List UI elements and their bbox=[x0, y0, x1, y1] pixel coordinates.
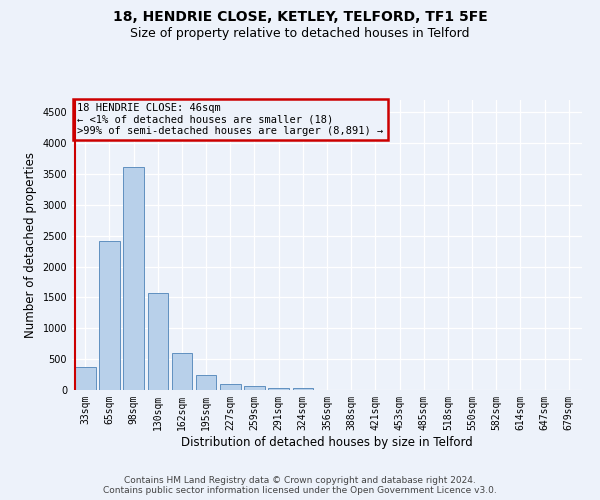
Y-axis label: Number of detached properties: Number of detached properties bbox=[24, 152, 37, 338]
Text: Size of property relative to detached houses in Telford: Size of property relative to detached ho… bbox=[130, 28, 470, 40]
Text: 18 HENDRIE CLOSE: 46sqm
← <1% of detached houses are smaller (18)
>99% of semi-d: 18 HENDRIE CLOSE: 46sqm ← <1% of detache… bbox=[77, 103, 383, 136]
Text: 18, HENDRIE CLOSE, KETLEY, TELFORD, TF1 5FE: 18, HENDRIE CLOSE, KETLEY, TELFORD, TF1 … bbox=[113, 10, 487, 24]
Bar bbox=[244, 386, 265, 390]
Bar bbox=[124, 168, 144, 390]
Bar bbox=[220, 384, 241, 390]
Bar bbox=[99, 240, 120, 390]
Bar bbox=[196, 375, 217, 390]
X-axis label: Distribution of detached houses by size in Telford: Distribution of detached houses by size … bbox=[181, 436, 473, 448]
Bar bbox=[75, 367, 95, 390]
Bar bbox=[268, 388, 289, 390]
Bar bbox=[172, 353, 192, 390]
Text: Contains HM Land Registry data © Crown copyright and database right 2024.
Contai: Contains HM Land Registry data © Crown c… bbox=[103, 476, 497, 495]
Bar bbox=[148, 292, 168, 390]
Bar bbox=[293, 388, 313, 390]
